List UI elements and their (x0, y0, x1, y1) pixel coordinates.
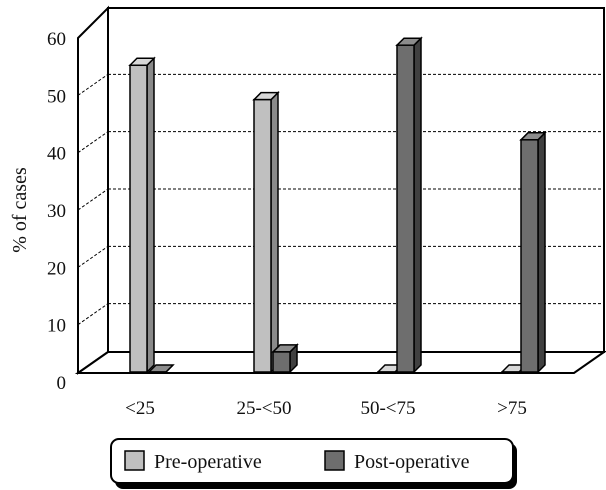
legend-box (110, 438, 514, 484)
bar (147, 364, 175, 373)
y-tick-label: 0 (57, 373, 67, 394)
y-tick-label: 50 (47, 86, 66, 107)
legend: Pre-operative Post-operative (110, 438, 517, 489)
y-tick-label: 30 (47, 201, 66, 222)
x-tick-label: >75 (497, 398, 527, 419)
floor (74, 351, 606, 374)
bar (128, 56, 156, 374)
y-tick-label: 20 (47, 258, 66, 279)
legend-label: Pre-operative (154, 451, 262, 473)
x-tick-label: <25 (125, 398, 155, 419)
bar (271, 343, 299, 374)
y-axis-ticks: 0 10 20 30 40 50 60 (47, 29, 66, 394)
x-tick-label: 50-<75 (360, 398, 415, 419)
gridlines (77, 73, 604, 326)
legend-label: Post-operative (354, 451, 470, 473)
bar (252, 90, 280, 374)
gridline-side (77, 188, 109, 211)
gridline-side (77, 245, 109, 268)
y-tick-label: 10 (47, 316, 66, 337)
bar-front (129, 64, 148, 373)
bar-side (413, 36, 422, 374)
bar (395, 36, 423, 374)
bar-side (146, 56, 155, 374)
legend-swatch (124, 450, 145, 471)
gridline-side (77, 303, 109, 326)
bar-side (270, 90, 279, 374)
gridline-side (77, 73, 109, 96)
gridline-side (77, 131, 109, 154)
bars (128, 36, 547, 374)
chart-walls (74, 5, 606, 375)
bar-front (520, 139, 539, 373)
legend-swatch (324, 450, 345, 471)
bar-side (537, 130, 546, 374)
bar-front (253, 98, 272, 373)
x-axis-labels: <25 25-<50 50-<75 >75 (125, 398, 527, 419)
y-axis-title: % of cases (9, 167, 31, 253)
bar-front (396, 44, 415, 373)
bar (519, 130, 547, 374)
x-tick-label: 25-<50 (236, 398, 291, 419)
bar-front (272, 351, 291, 373)
y-tick-label: 60 (47, 29, 66, 50)
y-tick-label: 40 (47, 144, 66, 165)
side-wall (77, 5, 109, 375)
